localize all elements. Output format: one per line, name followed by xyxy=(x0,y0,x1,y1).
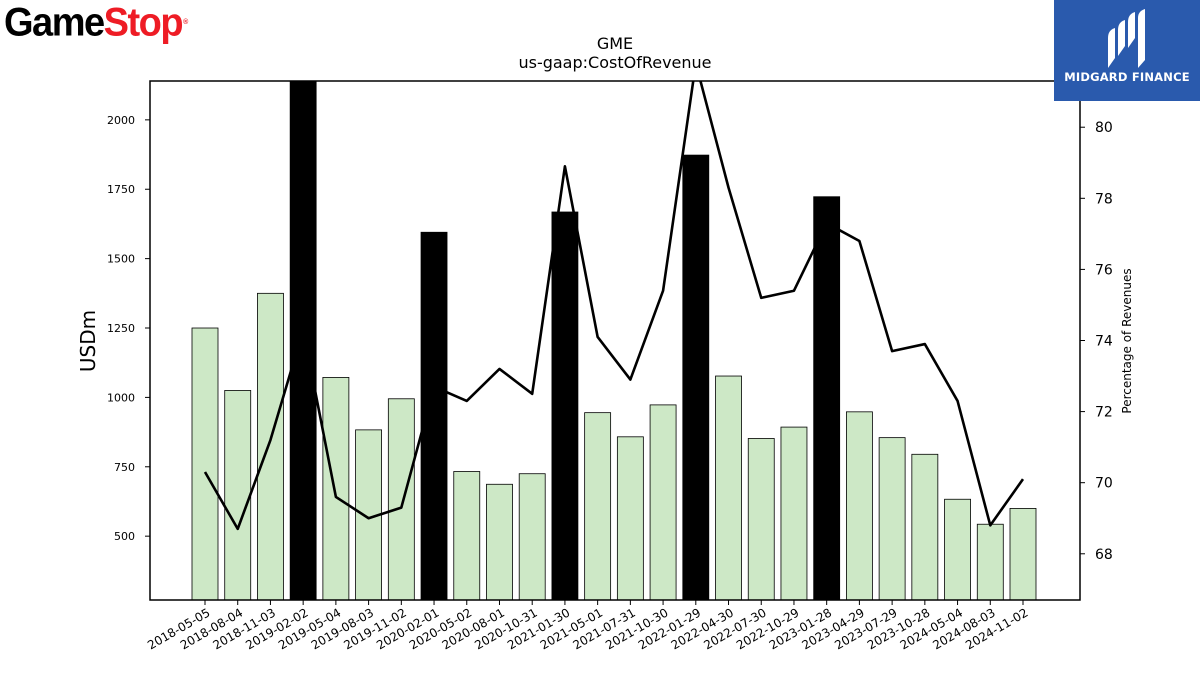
gamestop-logo-word1: Game xyxy=(4,0,105,46)
bar xyxy=(387,398,415,600)
bar xyxy=(191,327,219,600)
bar xyxy=(551,211,579,600)
bar xyxy=(1009,508,1037,600)
bar xyxy=(420,231,448,600)
y2-tick-label: 70 xyxy=(1095,476,1113,492)
bar xyxy=(878,437,906,600)
bar xyxy=(846,411,873,600)
bar xyxy=(944,498,971,600)
bar xyxy=(518,473,546,600)
y2-tick-label: 76 xyxy=(1095,262,1113,278)
midgard-finance-text: MIDGARD FINANCE xyxy=(1064,70,1190,84)
y2-tick-label: 68 xyxy=(1095,547,1113,563)
bar xyxy=(682,154,710,600)
bar xyxy=(584,412,612,600)
y2-tick-label: 72 xyxy=(1095,405,1113,421)
chart-title: GME xyxy=(597,34,633,53)
y-tick-label: 1500 xyxy=(107,253,135,266)
bar xyxy=(486,483,513,600)
gamestop-logo: GameStop® xyxy=(4,0,188,46)
y2-tick-label: 80 xyxy=(1095,120,1113,136)
bar xyxy=(453,471,481,600)
y-tick-label: 750 xyxy=(114,461,135,474)
y2-axis-label: Percentage of Revenues xyxy=(1120,268,1134,413)
bar xyxy=(257,292,284,600)
bar xyxy=(289,81,317,600)
bar xyxy=(911,453,939,600)
y-tick-label: 500 xyxy=(114,530,135,543)
y2-tick-label: 78 xyxy=(1095,191,1113,207)
bar xyxy=(976,523,1004,600)
bars-layer xyxy=(191,81,1037,600)
bar xyxy=(224,390,252,600)
chart-subtitle: us-gaap:CostOfRevenue xyxy=(518,53,711,72)
bar xyxy=(813,196,841,600)
left-axis-ticks: 500 750 1000 1250 1500 1750 2000 xyxy=(107,114,150,543)
bar xyxy=(322,377,350,600)
y2-tick-label: 74 xyxy=(1095,334,1113,350)
y-tick-label: 2000 xyxy=(107,114,135,127)
y-tick-label: 1000 xyxy=(107,391,135,404)
x-axis-ticks: 2018-05-052018-08-042018-11-032019-02-02… xyxy=(145,600,1031,652)
midgard-m-icon xyxy=(1108,9,1145,68)
y-tick-label: 1250 xyxy=(107,322,135,335)
bar xyxy=(780,426,808,600)
registered-mark: ® xyxy=(183,18,188,27)
plot-frame xyxy=(149,80,1081,601)
right-axis-ticks: 68 70 72 74 76 78 80 xyxy=(1080,120,1113,563)
y-tick-label: 1750 xyxy=(107,183,135,196)
line-layer xyxy=(203,81,1025,531)
gamestop-logo-word2: Stop xyxy=(103,0,184,46)
bar xyxy=(649,404,677,600)
percentage-line xyxy=(203,81,1025,531)
bar xyxy=(616,436,644,600)
midgard-finance-logo: MIDGARD FINANCE xyxy=(1054,0,1200,101)
y-axis-label: USDm xyxy=(76,310,100,372)
bar xyxy=(747,438,775,600)
bar xyxy=(715,375,742,600)
